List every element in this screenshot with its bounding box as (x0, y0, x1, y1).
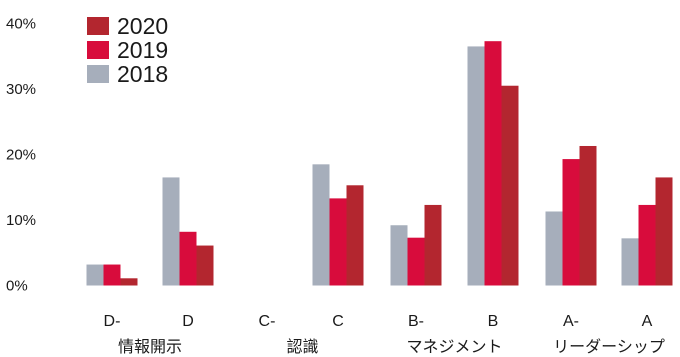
y-tick-label: 0% (6, 278, 28, 295)
bar-2020-A- (579, 145, 597, 286)
bar-2018-B- (390, 225, 408, 286)
y-tick-label: 10% (6, 212, 36, 229)
bar-2019-D- (103, 264, 121, 286)
x-tick-label: B (488, 313, 499, 330)
x-tick-label: B- (408, 313, 424, 330)
legend-label-2019: 2019 (117, 37, 168, 63)
legend-label-2020: 2020 (117, 13, 168, 39)
bar-2018-C (312, 164, 330, 286)
y-tick-label: 30% (6, 81, 36, 98)
x-group-label: リーダーシップ (553, 337, 665, 356)
y-tick-label: 40% (6, 16, 36, 33)
x-tick-label: C- (259, 313, 276, 330)
bar-2019-D (179, 231, 197, 286)
x-group-label: マネジメント (406, 337, 502, 356)
bar-2018-D- (86, 264, 104, 286)
legend-swatch-2020 (87, 17, 109, 35)
x-tick-label: A- (563, 313, 579, 330)
bar-2020-C (346, 185, 364, 286)
x-group-label: 情報開示 (118, 337, 182, 356)
legend-swatch-2019 (87, 41, 109, 59)
x-tick-label: D- (104, 313, 121, 330)
legend-label-2018: 2018 (117, 61, 168, 87)
bar-2020-D- (120, 278, 138, 286)
bar-2020-B- (424, 204, 442, 286)
bar-2019-A- (562, 159, 580, 286)
x-tick-label: C (332, 313, 344, 330)
x-group-label: 認識 (286, 337, 318, 356)
bar-2019-A (638, 204, 656, 286)
legend-swatch-2018 (87, 65, 109, 83)
bar-2019-B- (407, 237, 425, 286)
bar-2020-B (501, 85, 519, 286)
bar-2019-B (484, 41, 502, 286)
bar-2018-A- (545, 211, 563, 286)
bar-2018-B (467, 46, 485, 286)
x-tick-label: D (182, 313, 194, 330)
bar-2018-D (162, 177, 180, 286)
x-tick-label: A (642, 313, 653, 330)
bar-2020-D (196, 245, 214, 286)
bar-2018-A (621, 238, 639, 286)
y-tick-label: 20% (6, 147, 36, 164)
bar-2019-C (329, 198, 347, 286)
bar-2020-A (655, 177, 673, 286)
